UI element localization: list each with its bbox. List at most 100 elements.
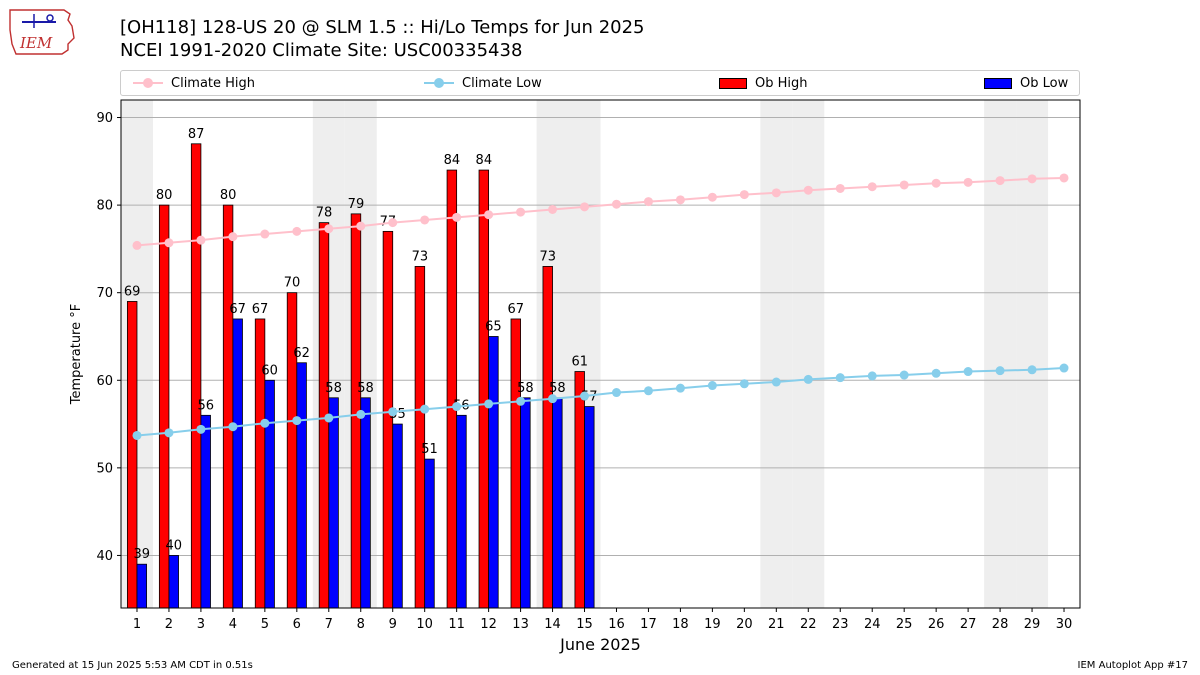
climate-low-point: [803, 374, 813, 384]
climate-low-point: [452, 402, 462, 412]
ob-low-bar: [264, 379, 275, 609]
legend: Climate High Climate Low Ob High Ob Low: [120, 70, 1080, 96]
ob-high-bar: [574, 371, 585, 609]
x-tick-label: 9: [389, 617, 397, 632]
ob-high-value-label: 70: [284, 276, 301, 291]
climate-low-point: [771, 377, 781, 387]
y-tick-label: 40: [96, 549, 113, 564]
climate-low-point: [995, 366, 1005, 376]
ob-low-value-label: 65: [485, 319, 502, 334]
climate-low-point: [196, 424, 206, 434]
climate-low-point: [931, 368, 941, 378]
ob-high-value-label: 61: [571, 355, 588, 370]
climate-high-line: [136, 177, 1065, 247]
weekend-shade: [792, 100, 825, 608]
ob-low-value-label: 56: [197, 398, 214, 413]
climate-high-point: [995, 176, 1005, 186]
ob-low-value-label: 51: [421, 442, 438, 457]
ob-high-value-label: 79: [348, 197, 365, 212]
climate-low-point: [484, 399, 494, 409]
climate-low-point: [388, 407, 398, 417]
x-tick-label: 19: [704, 617, 721, 632]
climate-low-line: [136, 367, 1065, 437]
climate-high-point: [324, 224, 334, 234]
ob-high-value-label: 67: [508, 302, 525, 317]
x-tick-label: 29: [1024, 617, 1041, 632]
x-axis-label: June 2025: [559, 635, 641, 654]
ob-low-value-label: 40: [165, 538, 182, 553]
ob-high-bar: [510, 318, 521, 609]
climate-low-point: [580, 391, 590, 401]
climate-high-point: [771, 188, 781, 198]
x-tick-label: 18: [672, 617, 689, 632]
x-tick-label: 1: [133, 617, 141, 632]
x-tick-label: 10: [416, 617, 433, 632]
ob-low-bar: [200, 414, 211, 609]
climate-low-point: [739, 379, 749, 389]
y-tick-label: 80: [96, 199, 113, 214]
climate-high-point: [356, 221, 366, 231]
ob-high-value-label: 73: [412, 249, 429, 264]
weekend-shade: [1016, 100, 1049, 608]
ob-low-bar: [168, 555, 179, 609]
ob-low-value-label: 58: [549, 381, 566, 396]
climate-high-point: [707, 192, 717, 202]
ob-low-value-label: 58: [357, 381, 374, 396]
x-tick-label: 5: [261, 617, 269, 632]
climate-high-point: [899, 180, 909, 190]
x-tick-label: 4: [229, 617, 237, 632]
climate-high-point: [548, 204, 558, 214]
y-tick-label: 50: [96, 461, 113, 476]
ob-low-bar: [424, 458, 435, 609]
x-tick-label: 3: [197, 617, 205, 632]
climate-low-point: [963, 367, 973, 377]
x-tick-label: 22: [800, 617, 817, 632]
x-tick-label: 21: [768, 617, 785, 632]
ob-low-value-label: 62: [293, 346, 310, 361]
y-tick-label: 90: [96, 111, 113, 126]
x-tick-label: 12: [480, 617, 497, 632]
climate-low-point: [132, 430, 142, 440]
x-tick-label: 13: [512, 617, 529, 632]
x-tick-label: 25: [896, 617, 913, 632]
chart-title: [OH118] 128-US 20 @ SLM 1.5 :: Hi/Lo Tem…: [120, 17, 645, 38]
legend-swatch-climate-low: [424, 78, 454, 88]
climate-high-point: [675, 195, 685, 205]
climate-high-point: [196, 235, 206, 245]
ob-low-bar: [328, 397, 339, 609]
plot-frame: [120, 99, 1081, 609]
x-tick-label: 24: [864, 617, 881, 632]
x-tick-label: 30: [1056, 617, 1073, 632]
ob-low-bar: [456, 414, 467, 609]
x-tick-label: 15: [576, 617, 593, 632]
ob-low-value-label: 58: [517, 381, 534, 396]
x-tick-label: 6: [293, 617, 301, 632]
x-tick-label: 2: [165, 617, 173, 632]
ob-low-value-label: 58: [325, 381, 342, 396]
climate-high-point: [1059, 173, 1069, 183]
climate-low-point: [643, 386, 653, 396]
y-tick-label: 60: [96, 374, 113, 389]
x-tick-label: 11: [448, 617, 465, 632]
climate-low-point: [516, 396, 526, 406]
climate-low-point: [899, 370, 909, 380]
ob-low-value-label: 67: [229, 302, 246, 317]
climate-low-point: [548, 394, 558, 404]
ob-low-value-label: 60: [261, 363, 278, 378]
climate-high-point: [420, 215, 430, 225]
climate-low-point: [420, 404, 430, 414]
legend-swatch-ob-high: [719, 77, 747, 89]
ob-high-bar: [414, 266, 426, 609]
generated-timestamp: Generated at 15 Jun 2025 5:53 AM CDT in …: [12, 660, 253, 671]
legend-item-ob-high: Ob High: [719, 71, 808, 95]
climate-high-point: [516, 207, 526, 217]
ob-low-bar: [136, 563, 147, 609]
x-tick-label: 16: [608, 617, 625, 632]
app-credit: IEM Autoplot App #17: [1077, 660, 1188, 671]
climate-high-point: [835, 183, 845, 193]
y-tick-label: 70: [96, 286, 113, 301]
ob-high-bar: [222, 204, 234, 609]
legend-item-climate-low: Climate Low: [424, 71, 542, 95]
climate-low-point: [228, 422, 238, 432]
